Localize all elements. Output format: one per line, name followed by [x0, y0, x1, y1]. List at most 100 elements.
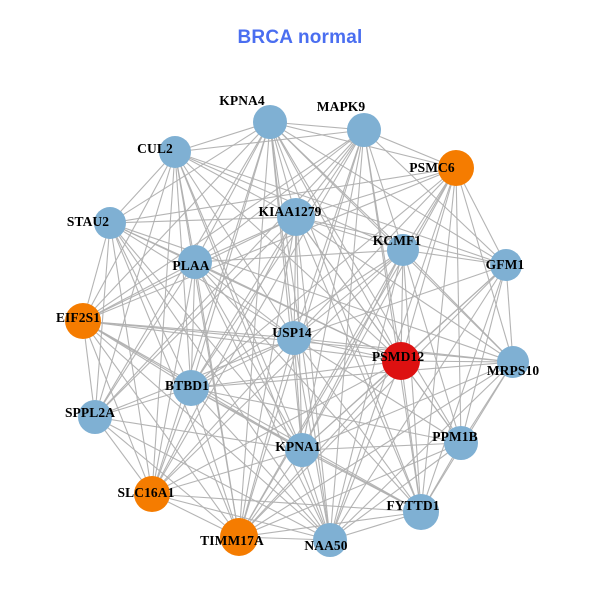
node-FYTTD1[interactable]: [403, 494, 439, 530]
edge-KCMF1-PLAA: [194, 249, 404, 263]
edge-USP14-TIMM17A: [238, 337, 295, 538]
edge-layer: [82, 121, 514, 541]
edge-STAU2-MRPS10: [109, 222, 514, 363]
edge-BTBD1-NAA50: [190, 387, 331, 541]
edge-PSMC6-PSMD12: [400, 167, 457, 362]
edge-PSMC6-BTBD1: [190, 167, 457, 389]
node-MAPK9[interactable]: [347, 113, 381, 147]
edge-USP14-FYTTD1: [293, 337, 422, 513]
edge-KPNA1-FYTTD1: [301, 449, 422, 513]
edge-GFM1-TIMM17A: [238, 264, 507, 538]
node-SLC16A1[interactable]: [134, 476, 170, 512]
node-STAU2[interactable]: [94, 207, 126, 239]
edge-PSMC6-TIMM17A: [238, 167, 457, 538]
edge-PSMD12-BTBD1: [190, 360, 402, 389]
edge-PPM1B-NAA50: [329, 442, 462, 541]
edge-KCMF1-NAA50: [329, 249, 404, 541]
node-PPM1B[interactable]: [444, 426, 478, 460]
edge-CUL2-KIAA1279: [174, 151, 297, 218]
node-MRPS10[interactable]: [497, 346, 529, 378]
edge-KCMF1-KPNA1: [301, 249, 404, 451]
node-GFM1[interactable]: [490, 249, 522, 281]
node-PSMC6[interactable]: [438, 150, 474, 186]
edge-PSMC6-FYTTD1: [420, 167, 457, 513]
edge-PSMC6-USP14: [293, 167, 457, 339]
edge-CUL2-KPNA1: [174, 151, 303, 451]
edge-USP14-KPNA1: [293, 337, 303, 451]
edge-EIF2S1-TIMM17A: [82, 320, 240, 538]
edge-MAPK9-KPNA1: [301, 129, 365, 451]
edge-USP14-BTBD1: [190, 337, 295, 389]
edge-MAPK9-EIF2S1: [82, 129, 365, 322]
edge-GFM1-MRPS10: [505, 264, 514, 363]
edge-BTBD1-PPM1B: [190, 387, 462, 444]
edge-SLC16A1-NAA50: [151, 493, 331, 541]
edge-MAPK9-SPPL2A: [94, 129, 365, 418]
edge-KIAA1279-TIMM17A: [238, 216, 297, 538]
edge-PSMD12-SLC16A1: [151, 360, 402, 495]
node-USP14[interactable]: [277, 321, 311, 355]
edge-CUL2-NAA50: [174, 151, 331, 541]
edge-STAU2-SPPL2A: [94, 222, 111, 418]
node-TIMM17A[interactable]: [220, 518, 258, 556]
edge-MAPK9-CUL2: [174, 129, 365, 153]
edge-PLAA-SPPL2A: [94, 261, 196, 418]
node-BTBD1[interactable]: [173, 370, 209, 406]
edge-KCMF1-SLC16A1: [151, 249, 404, 495]
edge-STAU2-BTBD1: [109, 222, 192, 389]
edge-PLAA-FYTTD1: [194, 261, 422, 513]
edge-EIF2S1-FYTTD1: [82, 320, 422, 513]
edge-CUL2-SLC16A1: [151, 151, 176, 495]
edge-KPNA4-TIMM17A: [238, 121, 271, 538]
edge-CUL2-EIF2S1: [82, 151, 176, 322]
edge-KIAA1279-BTBD1: [190, 216, 297, 389]
edge-KPNA1-SLC16A1: [151, 449, 303, 495]
edge-GFM1-FYTTD1: [420, 264, 507, 513]
node-layer: [65, 105, 529, 557]
edge-PSMC6-GFM1: [455, 167, 507, 266]
edge-PSMD12-FYTTD1: [400, 360, 422, 513]
edge-KPNA4-EIF2S1: [82, 121, 271, 322]
edge-MAPK9-GFM1: [363, 129, 507, 266]
edge-BTBD1-TIMM17A: [190, 387, 240, 538]
edge-PLAA-USP14: [194, 261, 295, 339]
edge-CUL2-STAU2: [109, 151, 176, 224]
page-title: BRCA normal: [237, 27, 363, 48]
edge-KCMF1-TIMM17A: [238, 249, 404, 538]
node-KCMF1[interactable]: [387, 234, 419, 266]
node-CUL2[interactable]: [159, 136, 191, 168]
edge-STAU2-KIAA1279: [109, 216, 297, 224]
edge-KIAA1279-SLC16A1: [151, 216, 297, 495]
node-KPNA4[interactable]: [253, 105, 287, 139]
edge-PPM1B-TIMM17A: [238, 442, 462, 538]
edge-STAU2-TIMM17A: [109, 222, 240, 538]
edge-KIAA1279-MRPS10: [295, 216, 514, 363]
edge-PLAA-PSMD12: [194, 261, 402, 362]
edge-GFM1-PPM1B: [460, 264, 507, 444]
edge-PLAA-SLC16A1: [151, 261, 196, 495]
node-SPPL2A[interactable]: [78, 400, 112, 434]
node-KIAA1279[interactable]: [277, 198, 315, 236]
edge-MAPK9-BTBD1: [190, 129, 365, 389]
edge-KPNA4-FYTTD1: [269, 121, 422, 513]
edge-MRPS10-KPNA1: [301, 361, 514, 451]
edge-KCMF1-FYTTD1: [402, 249, 422, 513]
edge-PSMD12-KPNA1: [301, 360, 402, 451]
edge-STAU2-NAA50: [109, 222, 331, 541]
edge-BTBD1-SLC16A1: [151, 387, 192, 495]
edge-STAU2-SLC16A1: [109, 222, 153, 495]
edge-KCMF1-PPM1B: [402, 249, 462, 444]
edge-KPNA4-GFM1: [269, 121, 507, 266]
node-KPNA1[interactable]: [285, 433, 319, 467]
edge-PSMC6-MRPS10: [455, 167, 514, 363]
edge-KPNA4-SLC16A1: [151, 121, 271, 495]
node-EIF2S1[interactable]: [65, 303, 101, 339]
node-PLAA[interactable]: [178, 245, 212, 279]
edge-PSMD12-NAA50: [329, 360, 402, 541]
node-PSMD12[interactable]: [382, 342, 420, 380]
node-NAA50[interactable]: [313, 523, 347, 557]
edge-KPNA4-PLAA: [194, 121, 271, 263]
edge-KPNA4-STAU2: [109, 121, 271, 224]
